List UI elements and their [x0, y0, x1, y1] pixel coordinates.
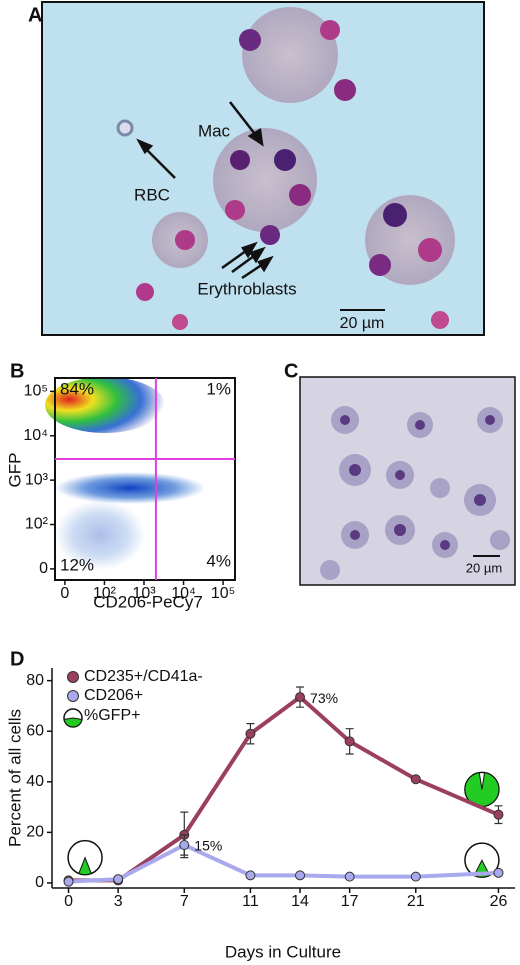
quadrant-label: 1%: [206, 379, 231, 398]
quadrant-label: 84%: [60, 379, 94, 398]
y-tick-label: 0: [39, 560, 48, 577]
data-point: [295, 870, 306, 881]
scale-bar-label: 20 µm: [340, 315, 385, 332]
quadrant-label: 4%: [206, 551, 231, 570]
y-tick-label: 10⁵: [24, 383, 48, 400]
series-line: [68, 694, 500, 883]
series-line: [68, 842, 499, 884]
y-tick-label: 40: [26, 773, 44, 790]
cells: [116, 7, 455, 330]
x-tick-label: 10³: [132, 585, 156, 602]
pie-wedge: [78, 856, 92, 876]
panel-c: C 20 µm: [284, 360, 516, 586]
x-tick-label: 11: [242, 893, 259, 910]
annotation: 15%: [194, 838, 222, 854]
x-tick-label: 10⁵: [211, 585, 235, 602]
y-tick-label: 20: [26, 824, 44, 841]
data-point: [344, 736, 355, 747]
x-tick-label: 14: [291, 893, 309, 910]
annotation: RBC: [134, 185, 170, 204]
data-point: [179, 840, 190, 851]
population-cloud: [45, 377, 165, 433]
y-tick-label: 10³: [25, 471, 49, 488]
x-tick-label: 10⁴: [171, 585, 196, 602]
data-point: [493, 809, 504, 820]
y-tick-label: 80: [26, 672, 44, 689]
y-tick-label: 60: [26, 722, 44, 739]
y-axis-title: GFP: [5, 453, 24, 488]
y-tick-label: 10⁴: [23, 427, 48, 444]
x-tick-label: 26: [490, 893, 508, 910]
legend-marker: [67, 671, 79, 683]
x-tick-label: 7: [180, 893, 189, 910]
data-point: [63, 876, 74, 887]
quadrant-label: 12%: [60, 555, 94, 574]
data-point: [410, 774, 421, 785]
population-cloud: [55, 500, 145, 570]
arrows: [136, 101, 274, 280]
plot-frame: [54, 377, 236, 581]
annotation: 73%: [310, 690, 338, 706]
legend-label: CD235+/CD41a-: [84, 668, 203, 685]
x-tick-label: 0: [64, 893, 73, 910]
data-point: [344, 871, 355, 882]
panel-label: C: [284, 360, 298, 382]
data-point: [410, 871, 421, 882]
legend-label: CD206+: [84, 687, 143, 704]
x-tick-label: 3: [114, 893, 123, 910]
data-point: [245, 870, 256, 881]
pie-wedge: [63, 717, 83, 728]
x-tick-label: 17: [341, 893, 359, 910]
panel-label: B: [10, 360, 24, 382]
annotation: Mac: [198, 121, 231, 140]
population-cloud: [55, 472, 205, 504]
panel-label: D: [10, 648, 24, 670]
panel-b: B 0 10² 10³ 10⁴ 10⁵ 0 10² 10³ 10⁴ 10⁵ CD206-PeCy7 GF…: [5, 360, 236, 611]
x-tick-label: 0: [60, 585, 69, 602]
data-point: [245, 728, 256, 739]
x-tick-label: 10²: [93, 585, 117, 602]
y-tick-label: 10²: [25, 516, 49, 533]
x-tick-label: 21: [407, 893, 425, 910]
legend-label: %GFP+: [84, 707, 140, 724]
x-axis-title: Days in Culture: [225, 942, 341, 961]
scale-bar-label: 20 µm: [466, 560, 502, 575]
panel-d: D 0 20 40 60 80 0 3 7 11 14 17 21 26 Days in Culture Pe…: [5, 648, 515, 961]
panel-label: A: [28, 4, 42, 26]
nuclei: [340, 415, 495, 550]
y-axis-title: Percent of all cells: [5, 709, 24, 847]
panel-a: A Mac RBC Erythroblasts 20 µm: [28, 1, 485, 336]
data-point: [113, 874, 124, 885]
legend-marker: [67, 690, 79, 702]
y-tick-label: 0: [35, 874, 44, 891]
data-point: [493, 867, 504, 878]
data-point: [295, 692, 306, 703]
x-axis-title: CD206-PeCy7: [93, 592, 203, 611]
annotation: Erythroblasts: [197, 279, 296, 298]
